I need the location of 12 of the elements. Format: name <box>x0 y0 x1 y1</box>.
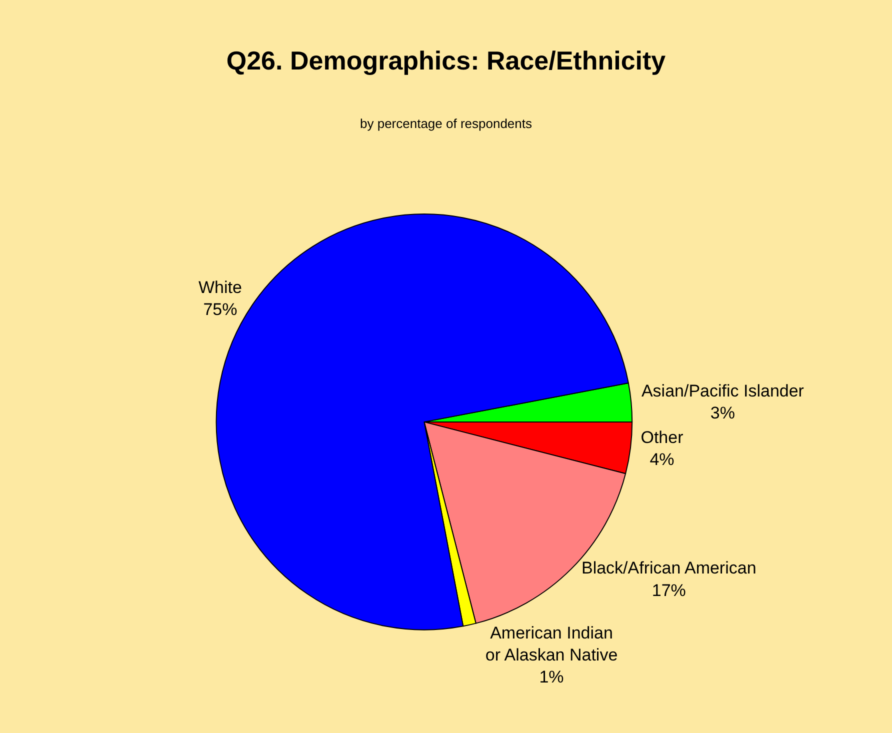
slice-label: Black/African American <box>581 558 756 578</box>
slice-label: American Indian or Alaskan Native <box>485 623 618 664</box>
slice-label: Other <box>640 428 684 447</box>
data-label: 75% <box>203 300 238 320</box>
chart-title: Q26. Demographics: Race/Ethnicity <box>226 46 666 76</box>
data-label: 17% <box>652 580 686 600</box>
slice-label: White <box>198 278 242 298</box>
data-label: 3% <box>710 404 736 423</box>
data-label: 1% <box>539 668 564 687</box>
data-label: 4% <box>650 450 674 469</box>
slice-label: Asian/Pacific Islander <box>641 382 804 401</box>
chart-subtitle: by percentage of respondents <box>360 116 533 131</box>
